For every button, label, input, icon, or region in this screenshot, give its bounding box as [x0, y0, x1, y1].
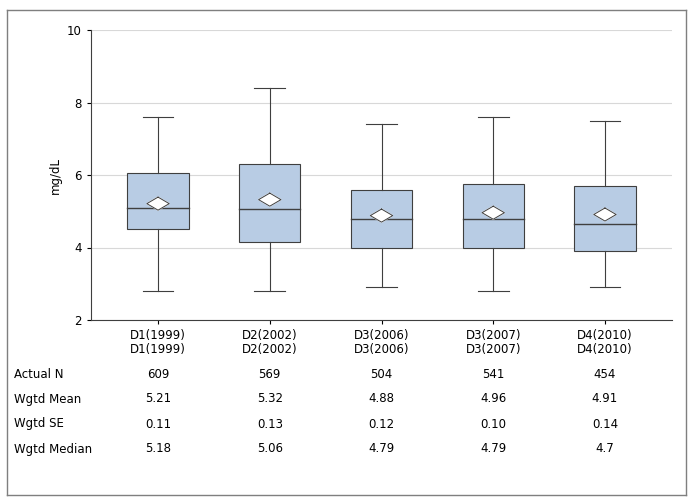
Polygon shape	[258, 193, 281, 206]
Text: 454: 454	[594, 368, 616, 380]
Text: 5.32: 5.32	[257, 392, 283, 406]
Text: 0.13: 0.13	[257, 418, 283, 430]
Text: 0.12: 0.12	[368, 418, 395, 430]
Text: 5.18: 5.18	[145, 442, 171, 456]
Polygon shape	[594, 208, 616, 221]
Text: 5.06: 5.06	[257, 442, 283, 456]
Text: 4.96: 4.96	[480, 392, 506, 406]
Bar	[351, 190, 412, 248]
Bar	[127, 173, 189, 230]
Text: 5.21: 5.21	[145, 392, 171, 406]
Text: Wgtd Median: Wgtd Median	[14, 442, 92, 456]
Text: Wgtd SE: Wgtd SE	[14, 418, 64, 430]
Y-axis label: mg/dL: mg/dL	[48, 156, 62, 194]
Polygon shape	[147, 197, 169, 210]
Text: Wgtd Mean: Wgtd Mean	[14, 392, 81, 406]
Text: 504: 504	[370, 368, 393, 380]
Text: 0.10: 0.10	[480, 418, 506, 430]
Text: 0.14: 0.14	[592, 418, 618, 430]
Text: 569: 569	[258, 368, 281, 380]
Text: D4(2010): D4(2010)	[577, 342, 633, 355]
Text: 4.88: 4.88	[368, 392, 395, 406]
Text: D3(2006): D3(2006)	[354, 342, 410, 355]
Polygon shape	[482, 206, 505, 219]
Polygon shape	[370, 209, 393, 222]
Text: 4.7: 4.7	[596, 442, 615, 456]
Text: D2(2002): D2(2002)	[242, 342, 298, 355]
Text: 4.79: 4.79	[368, 442, 395, 456]
Text: 4.91: 4.91	[592, 392, 618, 406]
Text: D1(1999): D1(1999)	[130, 342, 186, 355]
Bar	[239, 164, 300, 242]
Text: 0.11: 0.11	[145, 418, 171, 430]
Bar	[463, 184, 524, 248]
Text: 4.79: 4.79	[480, 442, 506, 456]
Text: D3(2007): D3(2007)	[466, 342, 521, 355]
Text: 541: 541	[482, 368, 505, 380]
Bar	[574, 186, 636, 251]
Text: 609: 609	[147, 368, 169, 380]
Text: Actual N: Actual N	[14, 368, 64, 380]
